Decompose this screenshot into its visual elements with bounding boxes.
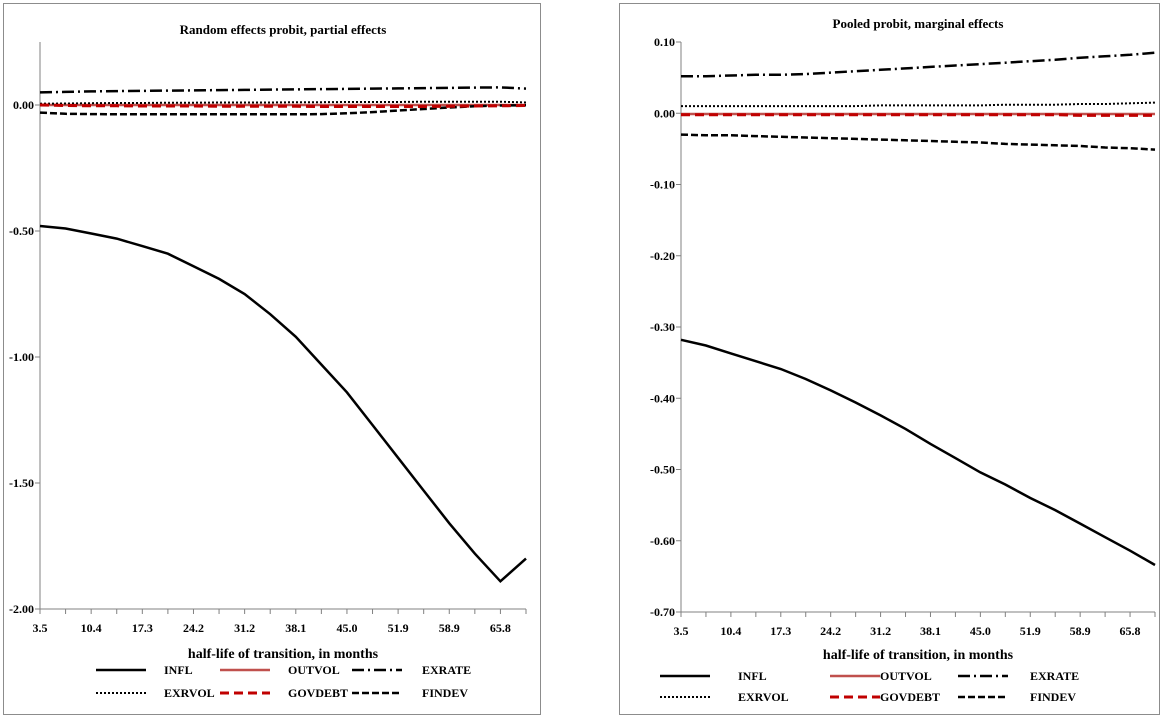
series-line-exrvol — [39, 100, 527, 105]
x-tick-label: 65.8 — [490, 621, 511, 635]
y-tick-label: -0.30 — [650, 320, 675, 334]
x-tick-label: 58.9 — [439, 621, 460, 635]
series-line-findev — [680, 133, 1156, 151]
y-tick-label: -0.50 — [650, 463, 675, 477]
series-line-infl — [680, 338, 1156, 567]
x-tick-label: 10.4 — [720, 624, 741, 638]
x-tick-label: 17.3 — [770, 624, 791, 638]
series-line-exrate — [681, 51, 1156, 78]
x-tick-label: 38.1 — [920, 624, 941, 638]
chart-panel-pooled-probit: Pooled probit, marginal effects 0.10 0.00 -… — [619, 3, 1160, 715]
y-tick-label: -1.00 — [9, 350, 34, 364]
legend-label-exrate: EXRATE — [422, 663, 471, 677]
y-tick-label: 0.10 — [654, 35, 675, 49]
x-tick-label: 45.0 — [336, 621, 357, 635]
x-tick-label: 51.9 — [1020, 624, 1041, 638]
x-tick-label: 24.2 — [820, 624, 841, 638]
y-tick-label: -0.50 — [9, 224, 34, 238]
x-tick-label: 17.3 — [132, 621, 153, 635]
y-tick-label: 0.00 — [13, 98, 34, 112]
series-line-infl — [39, 224, 527, 584]
x-tick-label: 3.5 — [33, 621, 48, 635]
x-tick-label: 31.2 — [234, 621, 255, 635]
x-tick-label: 31.2 — [870, 624, 891, 638]
chart-title: Random effects probit, partial effects — [180, 22, 387, 37]
x-tick-label: 58.9 — [1070, 624, 1091, 638]
chart-title: Pooled probit, marginal effects — [833, 16, 1004, 31]
legend-label-outvol: OUTVOL — [288, 663, 340, 677]
legend-label-infl: INFL — [738, 669, 767, 683]
x-axis-label: half-life of transition, in months — [188, 647, 379, 662]
legend-label-outvol: OUTVOL — [880, 669, 932, 683]
legend-label-findev: FINDEV — [1030, 690, 1076, 704]
y-tick-label: -2.00 — [9, 602, 34, 616]
legend-label-exrvol: EXRVOL — [738, 690, 789, 704]
x-tick-label: 38.1 — [285, 621, 306, 635]
legend-label-exrvol: EXRVOL — [164, 686, 215, 700]
chart-panel-random-effects: Random effects probit, partial effects 0.… — [3, 3, 541, 715]
y-tick-label: -1.50 — [9, 476, 34, 490]
x-tick-label: 65.8 — [1120, 624, 1141, 638]
legend-label-govdebt: GOVDEBT — [880, 690, 940, 704]
legend-label-govdebt: GOVDEBT — [288, 686, 348, 700]
x-tick-label: 51.9 — [388, 621, 409, 635]
legend-label-exrate: EXRATE — [1030, 669, 1079, 683]
series-line-govdebt — [681, 113, 1155, 117]
series-line-exrvol — [681, 101, 1156, 108]
y-tick-label: -0.70 — [650, 605, 675, 619]
series-line-govdebt — [39, 103, 527, 108]
legend-label-infl: INFL — [164, 663, 193, 677]
x-tick-label: 24.2 — [183, 621, 204, 635]
series-line-exrate — [39, 86, 527, 94]
x-tick-label: 3.5 — [674, 624, 689, 638]
series-line-findev — [39, 104, 527, 116]
y-tick-label: -0.10 — [650, 178, 675, 192]
x-tick-label: 45.0 — [970, 624, 991, 638]
random-effects-chart: Random effects probit, partial effects 0.… — [9, 22, 527, 700]
x-axis-label: half-life of transition, in months — [823, 648, 1014, 663]
y-tick-label: -0.60 — [650, 534, 675, 548]
y-tick-label: -0.40 — [650, 391, 675, 405]
x-tick-label: 10.4 — [81, 621, 102, 635]
y-tick-label: -0.20 — [650, 249, 675, 263]
y-tick-label: 0.00 — [654, 106, 675, 120]
pooled-probit-chart: Pooled probit, marginal effects 0.10 0.00 -… — [650, 16, 1156, 704]
legend-label-findev: FINDEV — [422, 686, 468, 700]
